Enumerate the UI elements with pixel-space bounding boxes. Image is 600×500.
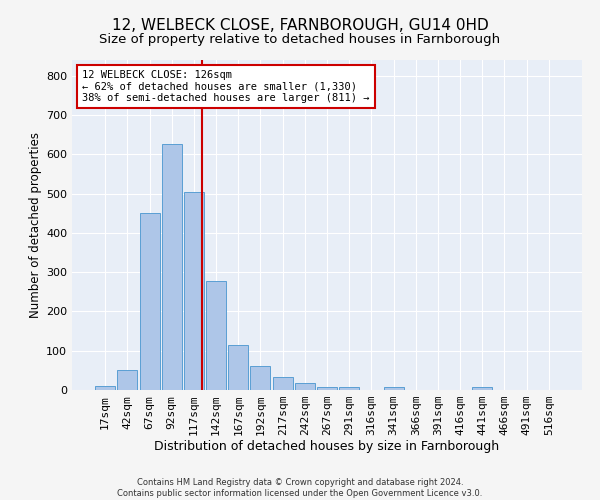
Text: Contains HM Land Registry data © Crown copyright and database right 2024.
Contai: Contains HM Land Registry data © Crown c…	[118, 478, 482, 498]
Bar	[250, 366, 271, 390]
Bar	[162, 144, 182, 390]
Text: 12 WELBECK CLOSE: 126sqm
← 62% of detached houses are smaller (1,330)
38% of sem: 12 WELBECK CLOSE: 126sqm ← 62% of detach…	[82, 70, 370, 103]
Bar	[295, 383, 315, 390]
Bar	[140, 213, 160, 390]
Bar	[206, 281, 226, 390]
Text: 12, WELBECK CLOSE, FARNBOROUGH, GU14 0HD: 12, WELBECK CLOSE, FARNBOROUGH, GU14 0HD	[112, 18, 488, 32]
Bar	[383, 387, 404, 390]
Bar	[317, 387, 337, 390]
Bar	[472, 387, 492, 390]
Bar	[228, 345, 248, 390]
Text: Size of property relative to detached houses in Farnborough: Size of property relative to detached ho…	[100, 32, 500, 46]
Bar	[339, 387, 359, 390]
Bar	[95, 386, 115, 390]
Y-axis label: Number of detached properties: Number of detached properties	[29, 132, 42, 318]
Bar	[184, 192, 204, 390]
Bar	[118, 370, 137, 390]
Bar	[272, 377, 293, 390]
X-axis label: Distribution of detached houses by size in Farnborough: Distribution of detached houses by size …	[154, 440, 500, 452]
